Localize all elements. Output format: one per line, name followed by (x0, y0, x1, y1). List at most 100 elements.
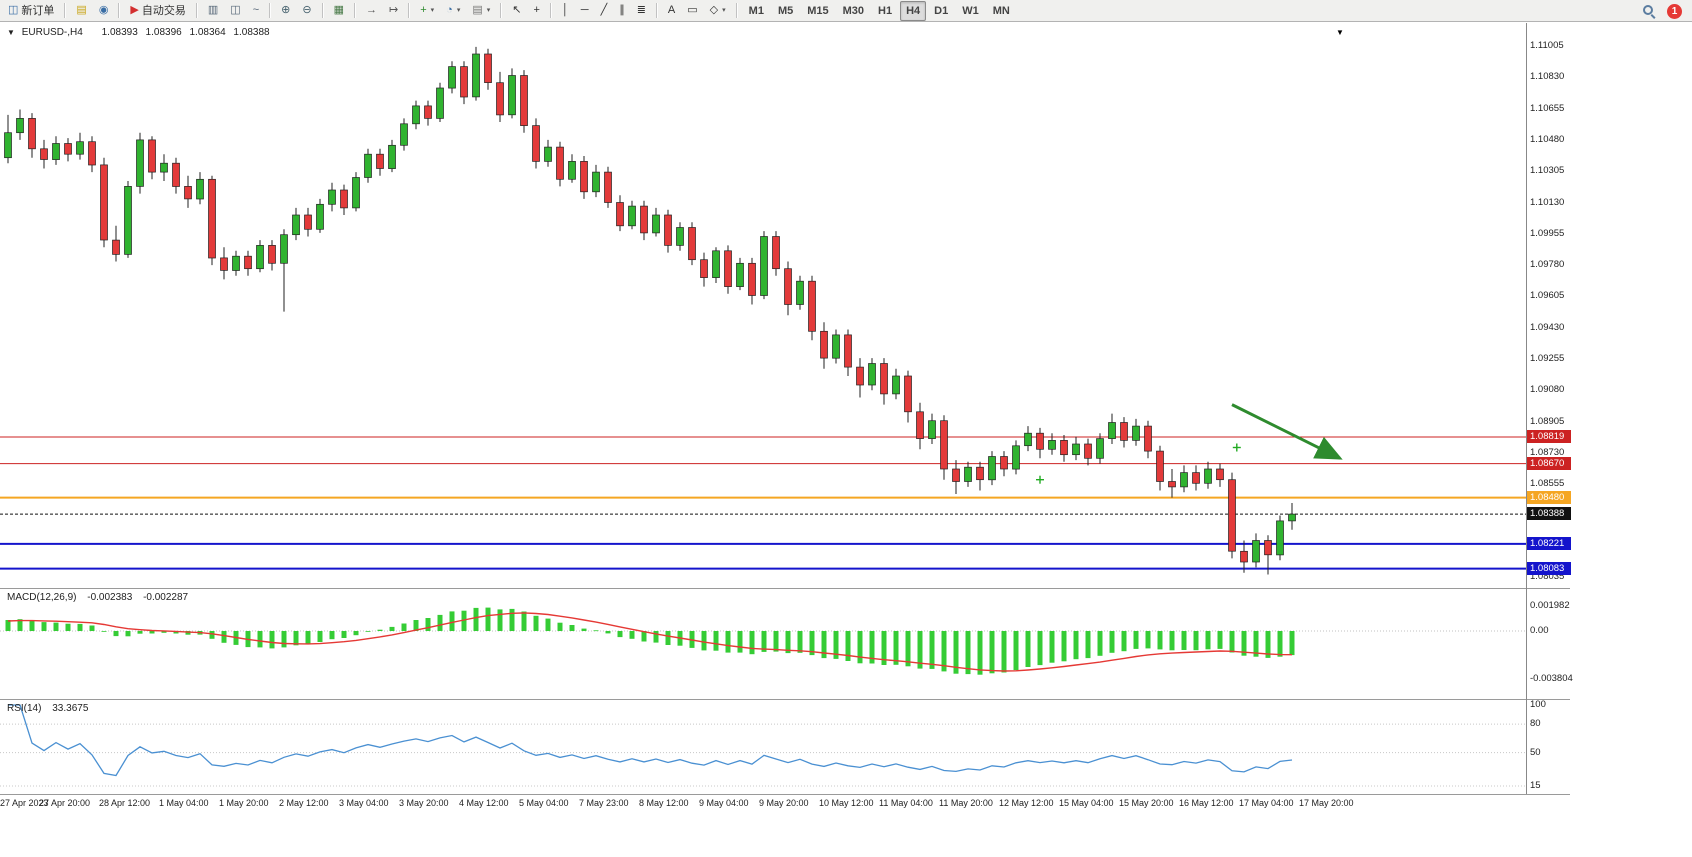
macd-histogram-bar (425, 618, 431, 631)
candle (304, 207, 312, 237)
candle (112, 225, 120, 262)
macd-histogram-bar (629, 631, 635, 639)
fibonacci[interactable]: ≣ (632, 1, 651, 21)
timeframe-d1[interactable]: D1 (928, 1, 954, 21)
toolbar-separator (321, 3, 324, 18)
timeframe-h1[interactable]: H1 (872, 1, 898, 21)
timeframe-h4[interactable]: H4 (900, 0, 927, 21)
candle (520, 70, 528, 133)
price-badge: 1.08221 (1527, 537, 1571, 550)
zoom-in[interactable]: ⊕ (276, 1, 295, 21)
macd-histogram-bar (1193, 631, 1199, 651)
candle (364, 148, 372, 183)
price-label: 1.10305 (1530, 165, 1565, 176)
dropdown-caret-icon: ▾ (456, 6, 461, 14)
trendline[interactable]: ╱ (596, 1, 613, 21)
market-watch[interactable]: ▤ (71, 1, 91, 21)
new-order-label: 新订单 (21, 4, 55, 17)
timeframe-m5[interactable]: M5 (772, 1, 799, 21)
candle (460, 61, 468, 105)
zoom-in-icon: ⊕ (281, 4, 291, 16)
macd-histogram-bar (281, 631, 287, 648)
candle (40, 139, 48, 169)
candle (148, 136, 156, 180)
candle (496, 71, 504, 122)
candle (1240, 540, 1248, 573)
candle (244, 250, 252, 276)
price-chart[interactable] (0, 23, 1526, 588)
notification-badge[interactable]: 1 (1667, 3, 1682, 19)
timeframe-mn[interactable]: MN (987, 1, 1016, 21)
trend-arrow-annotation[interactable] (1231, 403, 1343, 460)
chart-corner-arrow-icon[interactable]: ▼ (1336, 28, 1344, 37)
candle (208, 175, 216, 266)
shapes[interactable]: ◇ ▾ (705, 1, 731, 21)
macd-histogram-bar (737, 631, 743, 653)
templates-icon: ▤ (472, 4, 483, 16)
candle (928, 413, 936, 444)
candle (1144, 420, 1152, 459)
macd-histogram-bar (1253, 631, 1259, 657)
text-label[interactable]: ▭ (682, 1, 702, 21)
macd-histogram-bar (1085, 631, 1091, 659)
indicators[interactable]: + ▾ (415, 1, 439, 21)
macd-histogram-bar (581, 628, 587, 631)
quote-high: 1.08396 (145, 27, 182, 38)
timeframe-m1[interactable]: M1 (743, 1, 770, 21)
candle (580, 156, 588, 199)
macd-histogram-bar (545, 618, 551, 631)
rsi-scale-label: 80 (1530, 718, 1541, 729)
rsi-panel[interactable] (0, 700, 1526, 794)
time-label: 11 May 04:00 (879, 798, 933, 808)
chart-shift[interactable]: ↦ (384, 1, 403, 21)
macd-histogram-bar (269, 631, 275, 649)
candle (76, 132, 84, 160)
quote-close: 1.08388 (233, 27, 270, 38)
macd-histogram-bar (1265, 631, 1271, 658)
candle (1096, 433, 1104, 464)
macd-panel[interactable] (0, 589, 1526, 699)
text[interactable]: A (663, 1, 680, 21)
search-icon[interactable] (1643, 5, 1655, 17)
macd-histogram-bar (989, 631, 995, 674)
navigator[interactable]: ◉ (94, 1, 114, 21)
equidistant-channel[interactable]: ∥ (614, 1, 630, 21)
zoom-out[interactable]: ⊖ (297, 1, 316, 21)
candle (196, 172, 204, 205)
macd-histogram-bar (1097, 631, 1103, 656)
panel-separator[interactable] (0, 588, 1570, 589)
crosshair[interactable]: + (528, 1, 544, 21)
dropdown-caret-icon: ▾ (486, 6, 491, 14)
vertical-line[interactable]: │ (557, 1, 574, 21)
timeframe-m15[interactable]: M15 (801, 1, 834, 21)
panel-separator[interactable] (0, 699, 1570, 700)
collapse-arrow-icon[interactable]: ▼ (7, 28, 15, 37)
timeframe-w1[interactable]: W1 (956, 1, 985, 21)
timeframe-h1-label: H1 (878, 4, 893, 17)
new-order[interactable]: ◫ 新订单 (3, 1, 59, 21)
macd-histogram-bar (185, 631, 191, 635)
horizontal-line[interactable]: ─ (576, 1, 594, 21)
toolbar-separator (408, 3, 411, 18)
toolbar-separator (549, 3, 552, 18)
templates[interactable]: ▤ ▾ (467, 1, 495, 21)
periods[interactable]: ◔ ▾ (441, 1, 465, 21)
candle (1180, 465, 1188, 493)
toolbar-separator (269, 3, 272, 18)
timeframe-m1-label: M1 (748, 4, 764, 17)
macd-histogram-bar (857, 631, 863, 664)
auto-trading[interactable]: ▶ 自动交易 (125, 1, 190, 21)
candle-chart-mode[interactable]: ◫ (225, 1, 245, 21)
tile-windows[interactable]: ▦ (329, 1, 349, 21)
macd-histogram-bar (149, 631, 155, 634)
macd-histogram-bar (641, 631, 647, 642)
timeframe-m30[interactable]: M30 (837, 1, 870, 21)
cursor-icon: ↖ (512, 4, 522, 16)
price-axis[interactable]: 1.11005 1.10830 1.10655 1.10480 1.10305 1.101… (1526, 23, 1573, 794)
candle (964, 461, 972, 487)
cursor[interactable]: ↖ (507, 1, 526, 21)
bar-chart-mode[interactable]: ▥ (203, 1, 223, 21)
time-label: 12 May 12:00 (999, 798, 1054, 808)
line-chart-mode[interactable]: ~ (248, 1, 264, 21)
auto-scroll[interactable]: → (361, 1, 382, 21)
